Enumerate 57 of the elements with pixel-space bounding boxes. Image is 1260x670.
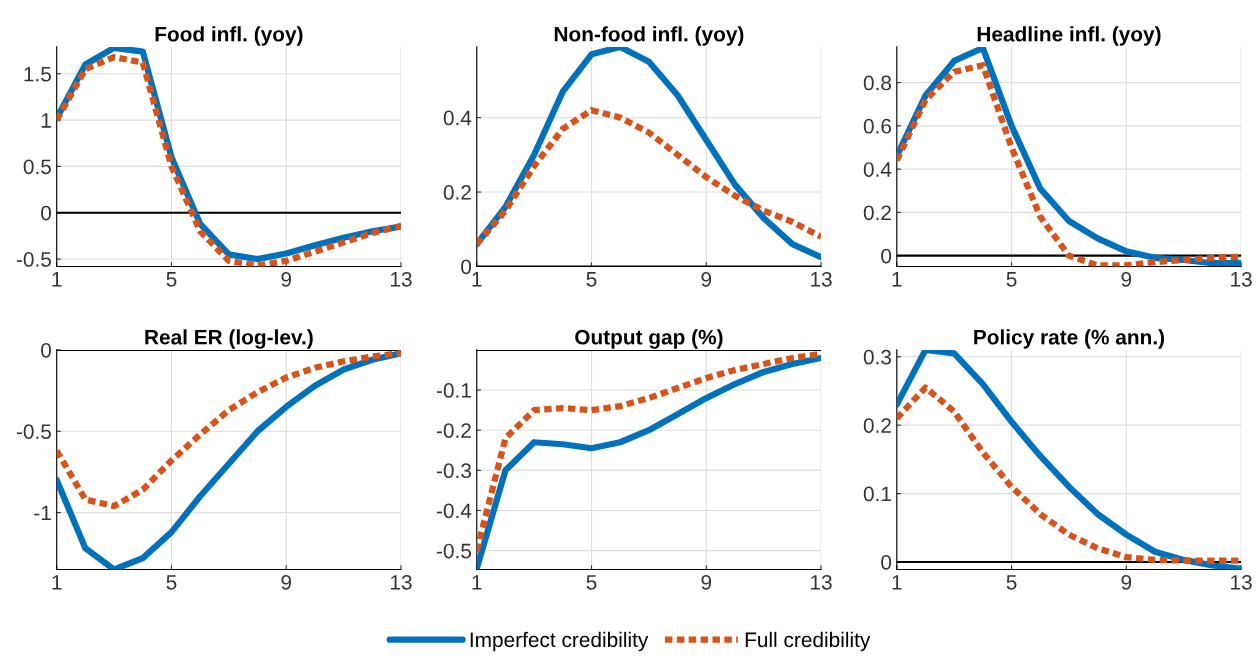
chart-title: Policy rate (% ann.) (974, 329, 1165, 349)
y-tick-label: -0.2 (436, 423, 471, 438)
x-tick-label: 5 (1006, 272, 1017, 287)
x-tick-label: 1 (892, 272, 902, 287)
x-tick-label: 5 (166, 272, 177, 287)
x-tick-label: 13 (391, 271, 412, 287)
x-tick-label: 5 (1006, 575, 1017, 590)
x-tick-label: 1 (892, 575, 902, 590)
x-tick-label: 9 (701, 271, 712, 287)
y-tick-label: -0.5 (16, 252, 51, 267)
y-tick-label: 0.2 (443, 185, 471, 200)
y-tick-label: 0.3 (863, 349, 892, 365)
y-tick-label: -0.5 (16, 424, 51, 439)
legend-label: Full credibility (745, 631, 871, 652)
y-tick-label: 0.4 (443, 110, 472, 126)
x-tick-label: 13 (811, 574, 832, 590)
chart-title: Headline infl. (yoy) (977, 26, 1161, 46)
chart-title: Output gap (%) (575, 329, 723, 349)
chart-title: Non-food infl. (yoy) (554, 26, 744, 46)
x-tick-label: 13 (1231, 574, 1252, 590)
y-tick-label: 0 (881, 554, 892, 570)
y-tick-label: 0.8 (863, 75, 892, 91)
x-tick-label: 9 (281, 271, 292, 287)
y-tick-label: 0.4 (863, 162, 892, 177)
x-tick-label: 9 (281, 574, 292, 590)
x-tick-label: 9 (1121, 574, 1132, 590)
y-tick-label: 0.2 (863, 418, 891, 433)
x-tick-label: 13 (1231, 271, 1252, 287)
y-tick-label: 0.2 (863, 205, 891, 221)
x-tick-label: 1 (472, 575, 482, 590)
y-tick-label: -0.5 (436, 543, 472, 559)
x-tick-label: 9 (701, 574, 712, 590)
y-tick-label: 0.1 (863, 486, 891, 502)
y-tick-label: 0 (461, 259, 472, 275)
legend-label: Imperfect credibility (470, 631, 649, 652)
x-tick-label: 5 (166, 575, 177, 590)
x-tick-label: 1 (52, 272, 62, 287)
y-tick-label: 1.5 (24, 66, 51, 82)
y-tick-label: -0.4 (436, 503, 472, 519)
chart-title: Food infl. (yoy) (155, 26, 303, 46)
x-tick-label: 1 (472, 272, 482, 287)
chart-title: Real ER (log-lev.) (145, 329, 313, 349)
y-tick-label: 0 (41, 205, 52, 221)
x-tick-label: 9 (1121, 271, 1132, 287)
y-tick-label: 0 (881, 248, 892, 264)
y-tick-label: 1 (41, 113, 51, 128)
y-tick-label: -0.3 (436, 463, 471, 479)
y-tick-label: 0.6 (863, 118, 892, 134)
y-tick-label: 0 (41, 342, 52, 358)
y-tick-label: 0.5 (23, 159, 51, 175)
x-tick-label: 5 (586, 575, 597, 590)
x-tick-label: 5 (586, 272, 597, 287)
y-tick-label: -1 (34, 505, 51, 521)
x-tick-label: 13 (391, 574, 412, 590)
x-tick-label: 1 (52, 575, 62, 590)
x-tick-label: 13 (811, 271, 832, 287)
y-tick-label: -0.1 (436, 383, 471, 398)
